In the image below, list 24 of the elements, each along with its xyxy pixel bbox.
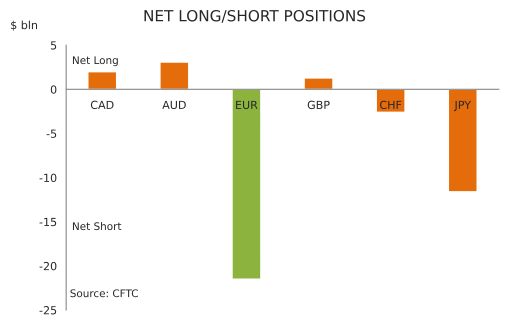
x-tick-label: GBP [308,100,330,110]
y-axis-title: $ bln [11,20,38,31]
annotation: Net Long [72,56,118,66]
y-tick-label: -20 [40,262,56,270]
bar [159,61,190,90]
annotation: Source: CFTC [70,289,138,298]
x-tick-label: EUR [236,100,258,110]
y-tick-label: -10 [40,174,56,182]
x-tick-label: CHF [380,100,402,110]
y-tick-label: 5 [50,41,56,50]
y-tick-label: 0 [50,85,56,94]
y-tick-label: -15 [40,218,56,226]
annotation: Net Short [72,222,122,230]
y-tick-label: -25 [40,306,56,314]
x-tick-label: CAD [90,100,114,110]
bar [303,77,334,90]
chart-title: NET LONG/SHORT POSITIONS [144,10,366,23]
y-tick-label: -5 [46,130,56,138]
bar [376,88,406,114]
bar [231,88,262,280]
bar [87,71,118,90]
bar [448,88,478,192]
x-tick-label: AUD [162,100,186,110]
x-tick-label: JPY [454,100,472,112]
